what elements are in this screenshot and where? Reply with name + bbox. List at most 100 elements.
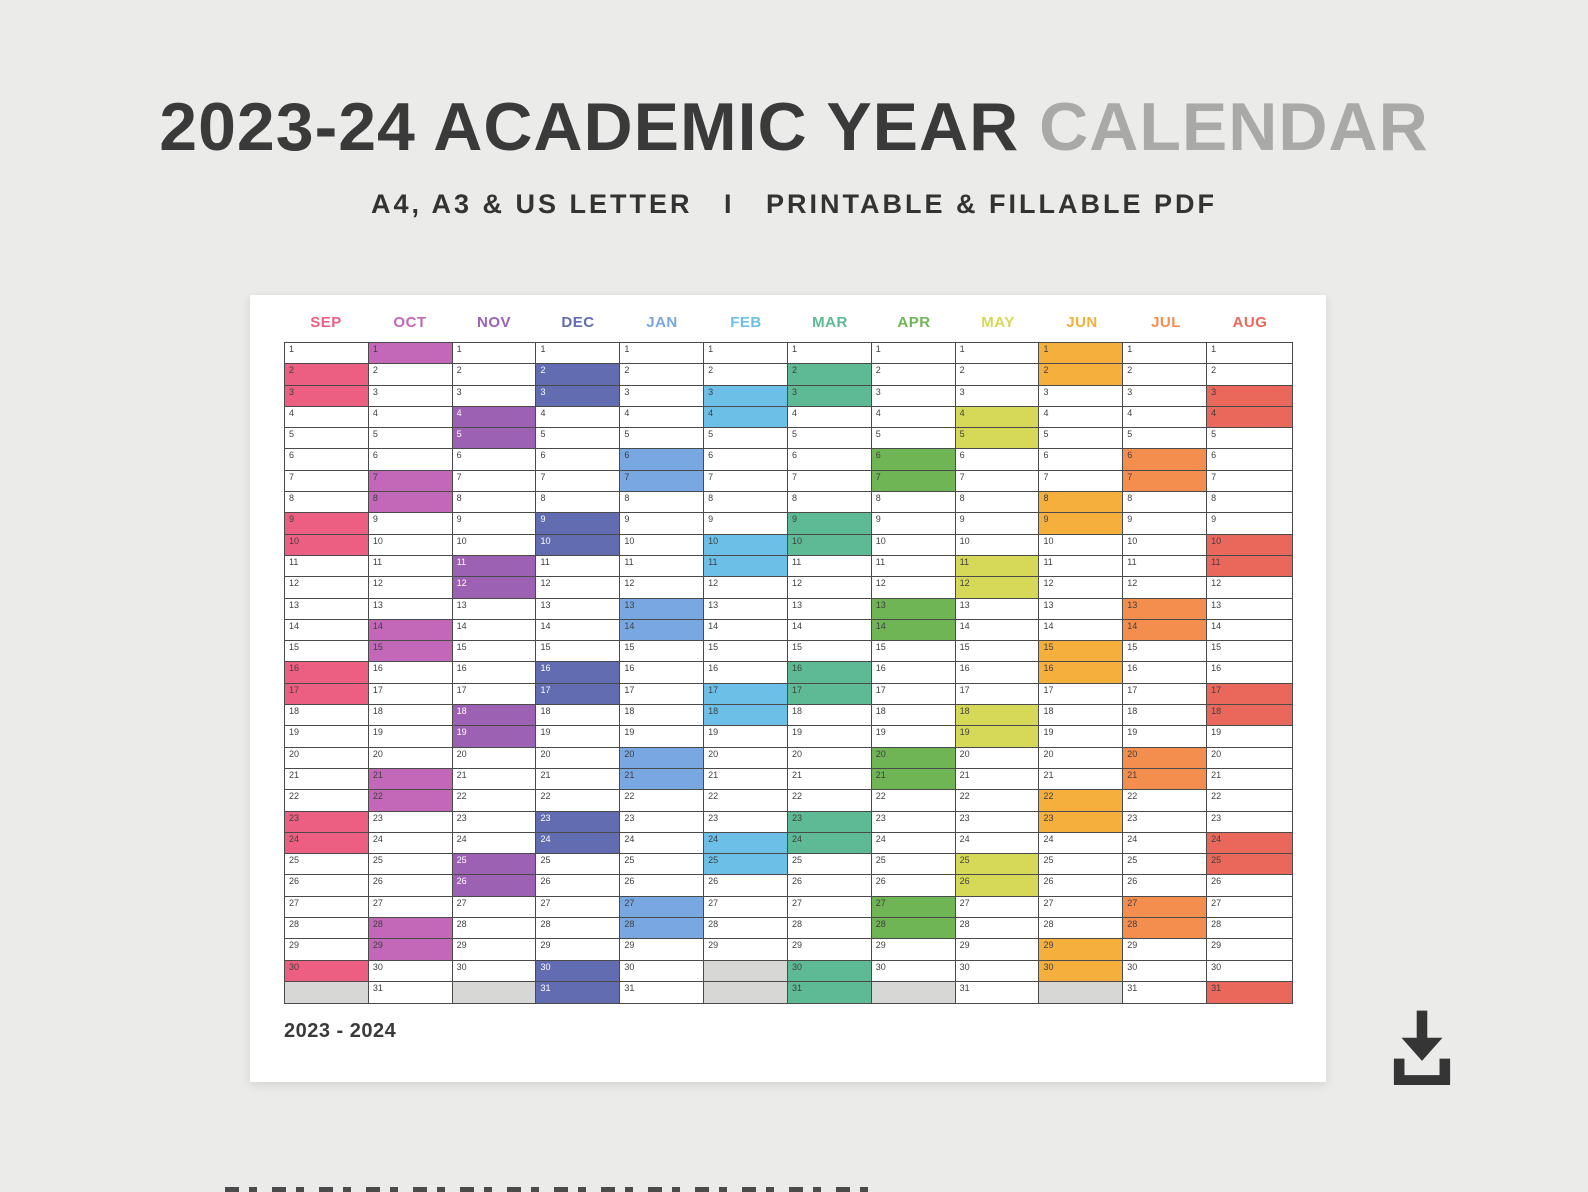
day-cell-sep-29: 29 [285,939,369,961]
day-cell-jul-8: 8 [1123,492,1208,514]
day-cell-apr-11: 11 [871,555,956,578]
day-cell-nov-21: 21 [452,768,537,791]
month-column-dec: 1 2 3 4 5 6 7 8 9 10 11 12 13 14 15 16 17 18 19 20 21 22 23 24 2… [536,343,621,1004]
day-cell-may-30: 30 [955,960,1040,982]
month-header-may: MAY [981,314,1015,331]
day-cell-feb-5: 5 [704,428,788,450]
day-cell-jul-13: 13 [1123,598,1208,620]
month-header-feb: FEB [730,314,762,331]
day-cell-dec-9: 9 [536,513,621,535]
day-cell-jan-21: 21 [620,768,705,791]
day-cell-aug-22: 22 [1207,790,1292,812]
day-cell-aug-7: 7 [1207,471,1292,493]
day-cell-aug-27: 27 [1207,897,1292,919]
day-cell-oct-1: 1 [368,343,453,365]
day-cell-sep-11: 11 [285,555,369,578]
day-cell-dec-27: 27 [536,896,621,919]
day-cell-aug-24: 24 [1207,832,1292,855]
day-cell-may-16: 16 [955,662,1040,684]
day-cell-dec-20: 20 [536,747,621,769]
day-cell-jun-7: 7 [1039,470,1124,493]
day-cell-mar-23: 23 [787,811,872,833]
day-cell-oct-12: 12 [368,577,453,599]
day-cell-nov-8: 8 [452,492,537,514]
day-cell-sep-1: 1 [285,343,369,365]
day-cell-mar-24: 24 [787,832,872,855]
day-cell-apr-16: 16 [871,662,956,684]
day-cell-sep-26: 26 [285,875,369,897]
day-cell-oct-15: 15 [368,641,453,663]
day-cell-mar-11: 11 [787,555,872,578]
day-cell-jun-10: 10 [1039,534,1124,556]
day-cell-nov-13: 13 [452,598,537,620]
day-cell-sep-30: 30 [285,960,369,982]
day-cell-jan-19: 19 [620,726,705,748]
day-cell-sep-23: 23 [285,811,369,833]
day-cell-nov-23: 23 [452,811,537,833]
day-cell-mar-19: 19 [787,726,872,748]
day-cell-feb-11: 11 [704,555,788,578]
day-cell-jan-18: 18 [620,705,705,727]
day-cell-mar-1: 1 [787,343,872,365]
day-cell-dec-15: 15 [536,641,621,663]
day-cell-apr-14: 14 [871,619,956,642]
day-cell-jan-7: 7 [620,470,705,493]
day-cell-apr-23: 23 [871,811,956,833]
day-cell-feb-15: 15 [704,641,788,663]
day-cell-apr-29: 29 [871,939,956,961]
day-cell-mar-8: 8 [787,492,872,514]
day-cell-may-23: 23 [955,811,1040,833]
day-cell-mar-18: 18 [787,705,872,727]
day-cell-feb-19: 19 [704,726,788,748]
day-cell-apr-2: 2 [871,364,956,386]
day-cell-feb-20: 20 [704,747,788,769]
day-cell-aug-3: 3 [1207,385,1292,407]
page-title-primary: 2023-24 ACADEMIC YEAR [159,89,1020,165]
day-cell-dec-2: 2 [536,364,621,386]
day-cell-nov-16: 16 [452,662,537,684]
day-cell-nov-6: 6 [452,449,537,471]
day-cell-jan-31: 31 [620,981,705,1004]
day-cell-jun-11: 11 [1039,555,1124,578]
day-cell-may-11: 11 [955,555,1040,578]
day-cell-sep-17: 17 [285,683,369,706]
day-cell-dec-26: 26 [536,875,621,897]
page-title-secondary: CALENDAR [1019,89,1429,165]
day-cell-nov-28: 28 [452,918,537,940]
day-cell-may-25: 25 [955,854,1040,876]
day-cell-jan-9: 9 [620,513,705,535]
month-column-sep: 1 2 3 4 5 6 7 8 9 10 11 12 13 14 15 16 17 18 19 20 21 22 23 24 2… [285,343,369,1004]
day-cell-feb-3: 3 [704,385,788,407]
day-cell-may-18: 18 [955,705,1040,727]
day-cell-sep-5: 5 [285,428,369,450]
day-cell-may-9: 9 [955,513,1040,535]
day-cell-sep-15: 15 [285,641,369,663]
day-cell-mar-25: 25 [787,854,872,876]
day-cell-mar-7: 7 [787,470,872,493]
day-cell-jun-9: 9 [1039,513,1124,535]
download-icon[interactable] [1382,1004,1462,1090]
day-cell-apr-24: 24 [871,832,956,855]
day-cell-aug-4: 4 [1207,406,1292,429]
day-cell-feb-7: 7 [704,470,788,493]
day-cell-aug-21: 21 [1207,769,1292,791]
day-cell-sep-3: 3 [285,385,369,407]
day-cell-jul-1: 1 [1123,343,1208,365]
day-cell-jul-14: 14 [1123,619,1208,642]
day-cell-feb-16: 16 [704,662,788,684]
day-cell-jul-28: 28 [1123,918,1208,940]
month-header-oct: OCT [393,314,427,331]
day-cell-jan-5: 5 [620,428,705,450]
day-cell-jul-27: 27 [1123,896,1208,919]
month-column-nov: 1 2 3 4 5 6 7 8 9 10 11 12 13 14 15 16 17 18 19 20 21 22 23 24 2… [452,343,537,1004]
day-cell-apr-8: 8 [871,492,956,514]
day-cell-nov-1: 1 [452,343,537,365]
day-cell-jul-17: 17 [1123,683,1208,706]
day-cell-nov-9: 9 [452,513,537,535]
day-cell-aug-17: 17 [1207,683,1292,706]
day-cell-jan-20: 20 [620,747,705,769]
day-cell-jan-24: 24 [620,832,705,855]
month-header-jul: JUL [1151,314,1181,331]
day-cell-oct-31: 31 [369,981,453,1004]
day-cell-dec-30: 30 [536,960,621,982]
